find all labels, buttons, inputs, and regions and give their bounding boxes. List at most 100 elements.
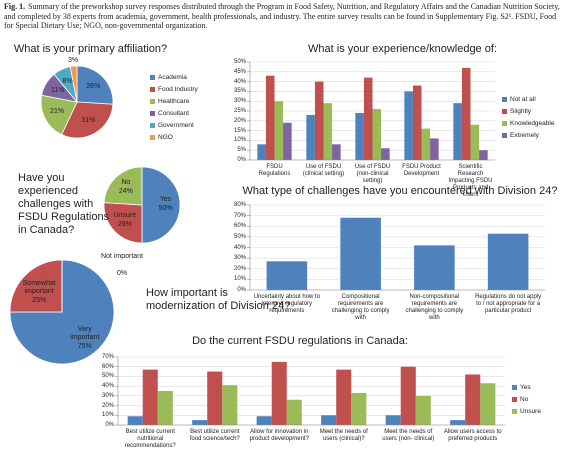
y-tick-label: 80% bbox=[233, 202, 246, 208]
legend-label: Food Industry bbox=[158, 85, 198, 93]
bar bbox=[274, 101, 284, 160]
bar bbox=[465, 374, 481, 425]
caption: Fig. 1. Summary of the preworkshop survey… bbox=[4, 2, 564, 31]
legend-swatch bbox=[502, 109, 507, 114]
chart-title: What is your primary affiliation? bbox=[13, 43, 168, 55]
x-tick-label: Meet the needs of users (non- clinical) bbox=[382, 429, 435, 442]
bar bbox=[414, 245, 455, 290]
bar bbox=[450, 420, 466, 425]
slice-name: Somewhat important bbox=[22, 280, 56, 296]
y-tick-label: 0% bbox=[237, 157, 246, 163]
legend-label: Knowledgeable bbox=[510, 119, 555, 127]
x-tick-label: Allow users access to preferred products bbox=[443, 429, 502, 442]
legend-label: No bbox=[520, 395, 529, 403]
bar bbox=[461, 67, 471, 160]
pie-slice bbox=[40, 94, 78, 136]
y-tick-label: 0% bbox=[237, 287, 246, 293]
y-tick-label: 40% bbox=[101, 383, 114, 390]
legend-swatch bbox=[502, 97, 507, 102]
bar bbox=[385, 415, 401, 425]
slice-label: 21% bbox=[50, 108, 65, 116]
pie-slice bbox=[103, 166, 143, 206]
legend-swatch bbox=[512, 385, 517, 390]
slice-label: 26% bbox=[86, 82, 101, 90]
bar bbox=[412, 85, 422, 160]
legend-swatch bbox=[512, 397, 517, 402]
y-tick-label: 20% bbox=[233, 265, 246, 272]
bar bbox=[222, 385, 238, 425]
slice-label: 75% bbox=[77, 342, 92, 350]
y-tick-label: 10% bbox=[233, 276, 246, 283]
x-tick-label: FSDU Regulations bbox=[258, 164, 291, 177]
bar bbox=[332, 144, 341, 160]
bar bbox=[470, 124, 480, 160]
legend-label: Academia bbox=[158, 73, 187, 81]
y-tick-label: 20% bbox=[233, 117, 246, 124]
x-tick-label: Use of FSDU (non-clinical setting) bbox=[354, 164, 391, 184]
y-tick-label: 50% bbox=[233, 233, 246, 240]
y-tick-label: 70% bbox=[233, 212, 246, 219]
legend-swatch bbox=[150, 87, 155, 92]
y-tick-label: 35% bbox=[233, 88, 246, 95]
y-tick-label: 45% bbox=[233, 68, 246, 75]
y-tick-label: 30% bbox=[233, 98, 246, 105]
x-tick-label: Scientific Research Impacting FSDU Produ… bbox=[448, 164, 493, 198]
bar bbox=[363, 77, 373, 160]
y-tick-label: 40% bbox=[233, 78, 246, 85]
y-tick-label: 50% bbox=[233, 59, 246, 65]
legend-label: Consultant bbox=[158, 109, 190, 117]
y-tick-label: 25% bbox=[233, 108, 246, 114]
slice-label: 25% bbox=[32, 297, 47, 305]
slice-name: Yes bbox=[159, 196, 172, 203]
slice-label: 11% bbox=[51, 86, 65, 94]
bar bbox=[400, 366, 416, 425]
bar bbox=[157, 391, 173, 425]
y-tick-label: 10% bbox=[233, 137, 246, 144]
x-tick-label: Meet the needs of users (clinical)? bbox=[319, 429, 368, 442]
bar bbox=[340, 217, 381, 290]
y-tick-label: 20% bbox=[101, 402, 114, 409]
y-tick-label: 10% bbox=[101, 412, 114, 419]
caption-text: Summary of the preworkshop survey respon… bbox=[4, 2, 560, 31]
x-tick-label: Non-compositional requirements are chall… bbox=[405, 294, 464, 321]
legend-label: Slightly bbox=[510, 107, 531, 115]
slice-label: 31% bbox=[81, 117, 96, 125]
legend-swatch bbox=[502, 133, 507, 138]
pie-slice bbox=[141, 166, 181, 244]
bar bbox=[283, 122, 292, 160]
slice-label: 8% bbox=[62, 77, 73, 85]
y-tick-label: 0% bbox=[105, 422, 114, 428]
legend-swatch bbox=[150, 123, 155, 128]
chart-title: Have you experienced challenges with FSD… bbox=[18, 172, 110, 236]
x-tick-label: Compositional requirements are challengi… bbox=[331, 294, 390, 321]
bar bbox=[323, 103, 333, 160]
x-tick-label: Use of FSDU (clinical setting) bbox=[302, 164, 345, 177]
bar bbox=[404, 91, 413, 160]
slice-label: 26% bbox=[117, 221, 132, 229]
slice-label: 0% bbox=[116, 270, 128, 277]
bar bbox=[192, 420, 208, 425]
bar bbox=[336, 369, 352, 425]
bar bbox=[355, 112, 364, 160]
bar bbox=[127, 416, 143, 425]
legend-swatch bbox=[150, 75, 155, 80]
x-tick-label: Best utilize current nutritional recomme… bbox=[124, 429, 176, 449]
slice-name: No bbox=[121, 178, 131, 186]
bar bbox=[271, 361, 287, 425]
legend-label: Healthcare bbox=[158, 97, 190, 105]
legend-swatch bbox=[150, 99, 155, 104]
pie-slice bbox=[9, 259, 63, 313]
bar bbox=[415, 395, 431, 425]
x-tick-label: Best utilize current food science/tech? bbox=[189, 429, 240, 442]
pie-slice bbox=[61, 101, 114, 139]
slice-name: Not important bbox=[100, 253, 144, 260]
bar bbox=[421, 128, 431, 160]
pie-slice bbox=[103, 202, 143, 244]
y-tick-label: 30% bbox=[101, 392, 114, 399]
bar bbox=[256, 416, 272, 425]
bar bbox=[372, 109, 382, 160]
bar bbox=[381, 148, 390, 160]
legend-swatch bbox=[150, 135, 155, 140]
y-tick-label: 5% bbox=[237, 147, 246, 154]
